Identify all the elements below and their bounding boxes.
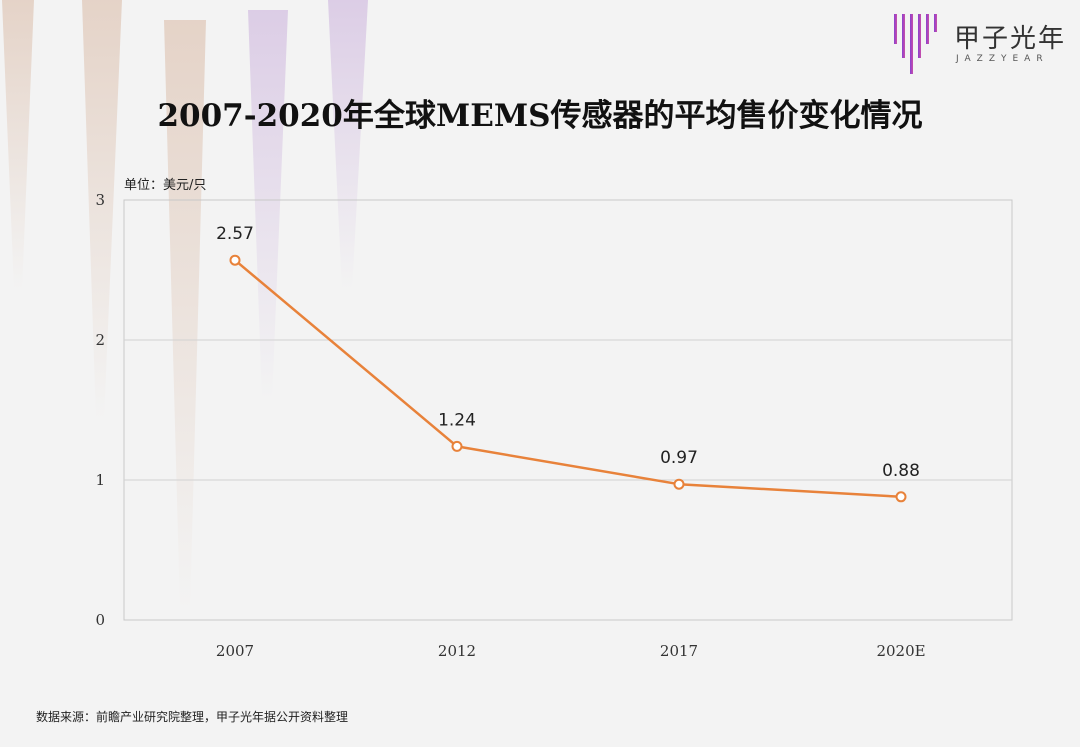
brand-name: 甲子光年 <box>954 24 1067 54</box>
data-label: 0.97 <box>660 448 698 468</box>
chart-title: 2007-2020年全球MEMS传感器的平均售价变化情况 <box>157 98 923 134</box>
y-tick-label: 2 <box>95 331 105 349</box>
x-tick-label: 2017 <box>660 642 698 660</box>
data-label: 1.24 <box>438 410 476 430</box>
x-tick-label: 2012 <box>438 642 476 660</box>
brand-logo: 甲子光年 JAZZYEAR <box>892 10 1072 74</box>
brand-mark-icon <box>894 14 937 74</box>
data-point <box>673 478 685 490</box>
source-note: 数据来源：前瞻产业研究院整理，甲子光年据公开资料整理 <box>36 710 349 724</box>
data-label: 2.57 <box>216 224 254 244</box>
unit-label: 单位：美元/只 <box>124 178 207 193</box>
y-tick-label: 0 <box>95 611 105 629</box>
y-tick-label: 3 <box>95 191 105 209</box>
x-tick-label: 2020E <box>876 642 925 660</box>
data-point <box>229 254 241 266</box>
data-point <box>895 491 907 503</box>
plot-frame <box>123 199 1013 621</box>
x-tick-label: 2007 <box>216 642 254 660</box>
series-line <box>234 259 902 499</box>
data-label: 0.88 <box>882 461 920 481</box>
brand-subtitle: JAZZYEAR <box>956 54 1049 64</box>
data-point <box>451 440 463 452</box>
y-tick-label: 1 <box>95 471 105 489</box>
